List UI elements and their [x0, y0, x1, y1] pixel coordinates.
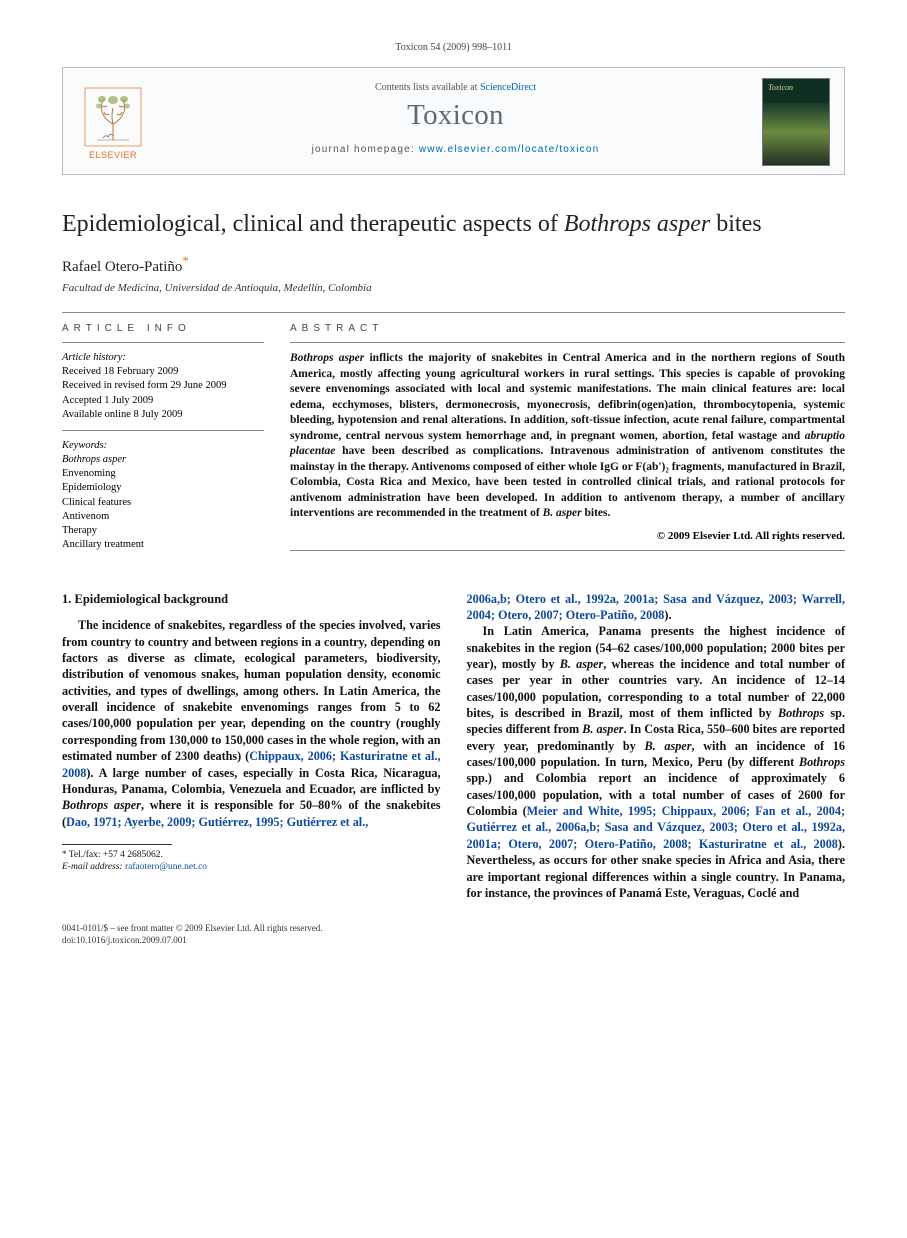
title-text-pre: Epidemiological, clinical and therapeuti… [62, 211, 564, 237]
keyword: Bothrops asper [62, 453, 264, 467]
contents-available-line: Contents lists available at ScienceDirec… [161, 82, 750, 93]
front-matter-line: 0041-0101/$ – see front matter © 2009 El… [62, 923, 845, 935]
footnote-star-icon: * [62, 849, 67, 859]
cover-journal-name: Toxicon [768, 83, 793, 92]
contents-prefix: Contents lists available at [375, 82, 480, 93]
abstract-heading: ABSTRACT [290, 323, 845, 334]
footnotes: * Tel./fax: +57 4 2685062. E-mail addres… [62, 849, 441, 874]
species-name: B. asper [645, 739, 692, 753]
article-title: Epidemiological, clinical and therapeuti… [62, 209, 845, 239]
email-label: E-mail address: [62, 862, 123, 872]
telfax-label: Tel./fax: [69, 850, 101, 860]
history-online: Available online 8 July 2009 [62, 408, 264, 422]
section-heading-1: 1. Epidemiological background [62, 591, 441, 608]
article-info-heading: ARTICLE INFO [62, 323, 264, 334]
keyword: Therapy [62, 524, 264, 538]
doi-line: doi:10.1016/j.toxicon.2009.07.001 [62, 935, 845, 947]
keyword: Envenoming [62, 467, 264, 481]
article-history-label: Article history: [62, 351, 264, 365]
abstract-block: ABSTRACT Bothrops asper inflicts the maj… [290, 323, 845, 559]
title-text-post: bites [710, 211, 761, 237]
divider [62, 430, 264, 431]
abstract-text: Bothrops asper inflicts the majority of … [290, 351, 845, 522]
author-name: Rafael Otero-Patiño* [62, 253, 845, 276]
title-species: Bothrops asper [564, 211, 710, 237]
species-name: Bothrops [799, 755, 845, 769]
journal-homepage-line: journal homepage: www.elsevier.com/locat… [161, 144, 750, 155]
page-footer-meta: 0041-0101/$ – see front matter © 2009 El… [62, 923, 845, 946]
body-text: ). A large number of cases, especially i… [62, 766, 441, 796]
divider [62, 342, 264, 343]
body-paragraph: In Latin America, Panama presents the hi… [467, 623, 846, 901]
species-name: B. asper [582, 722, 623, 736]
elsevier-tree-icon [83, 86, 143, 148]
journal-homepage-url[interactable]: www.elsevier.com/locate/toxicon [419, 144, 600, 155]
citation-link[interactable]: Dao, 1971; Ayerbe, 2009; Gutiérrez, 1995… [66, 815, 368, 829]
article-body: 1. Epidemiological background The incide… [62, 591, 845, 902]
body-text: bites. [582, 507, 611, 519]
body-paragraph: The incidence of snakebites, regardless … [62, 617, 441, 829]
keywords-list: Bothrops asper Envenoming Epidemiology C… [62, 453, 264, 552]
species-name: Bothrops asper [62, 798, 141, 812]
body-paragraph-continued: 2006a,b; Otero et al., 1992a, 2001a; Sas… [467, 591, 846, 624]
footnote-separator [62, 844, 172, 845]
divider [62, 312, 845, 313]
homepage-prefix: journal homepage: [312, 144, 419, 155]
journal-header-box: ELSEVIER Contents lists available at Sci… [62, 67, 845, 175]
keyword: Epidemiology [62, 481, 264, 495]
journal-name: Toxicon [161, 99, 750, 132]
body-text: ). [664, 608, 671, 622]
author-text: Rafael Otero-Patiño [62, 259, 182, 275]
keyword: Clinical features [62, 496, 264, 510]
keyword: Ancillary treatment [62, 538, 264, 552]
corresponding-author-marker: * [182, 253, 189, 268]
elsevier-logo[interactable]: ELSEVIER [77, 78, 149, 160]
divider [290, 550, 845, 551]
telfax-value: +57 4 2685062. [103, 850, 163, 860]
history-accepted: Accepted 1 July 2009 [62, 394, 264, 408]
corresponding-telfax: * Tel./fax: +57 4 2685062. [62, 849, 441, 861]
abstract-copyright: © 2009 Elsevier Ltd. All rights reserved… [290, 530, 845, 542]
divider [290, 342, 845, 343]
journal-cover-thumbnail[interactable]: Toxicon [762, 78, 830, 166]
body-text: The incidence of snakebites, regardless … [62, 618, 441, 763]
history-received: Received 18 February 2009 [62, 365, 264, 379]
body-text: inflicts the majority of snakebites in C… [290, 352, 845, 442]
species-name: Bothrops [778, 706, 824, 720]
keywords-label: Keywords: [62, 439, 264, 453]
corresponding-email: E-mail address: rafaotero@une.net.co [62, 861, 441, 873]
article-info-block: ARTICLE INFO Article history: Received 1… [62, 323, 264, 559]
running-header: Toxicon 54 (2009) 998–1011 [62, 42, 845, 53]
species-name: Bothrops asper [290, 352, 364, 364]
elsevier-wordmark: ELSEVIER [89, 150, 137, 160]
author-email-link[interactable]: rafaotero@une.net.co [125, 862, 207, 872]
citation-link[interactable]: 2006a,b; Otero et al., 1992a, 2001a; Sas… [467, 592, 846, 622]
author-affiliation: Facultad de Medicina, Universidad de Ant… [62, 282, 845, 294]
history-revised: Received in revised form 29 June 2009 [62, 379, 264, 393]
sciencedirect-link[interactable]: ScienceDirect [480, 82, 536, 93]
species-name: B. asper [560, 657, 604, 671]
keyword: Antivenom [62, 510, 264, 524]
species-name: B. asper [543, 507, 582, 519]
